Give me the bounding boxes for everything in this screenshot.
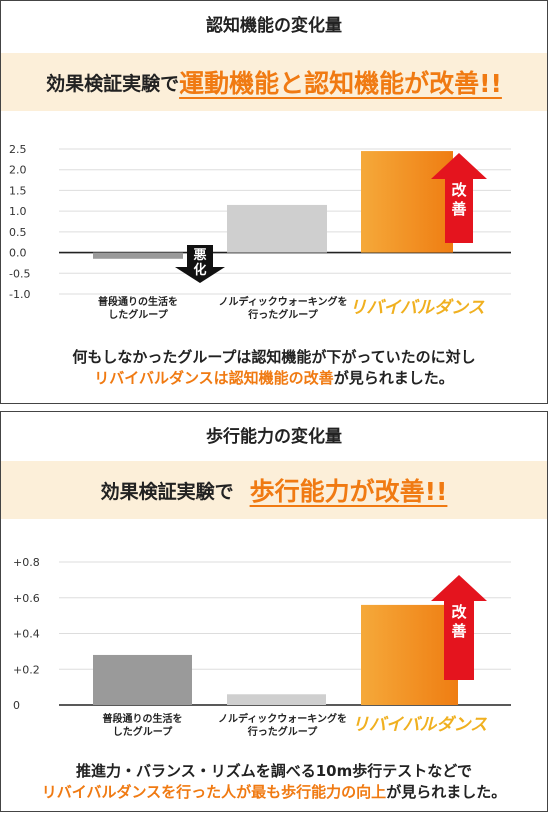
category-label: 普段通りの生活を [103, 712, 183, 725]
up-arrow-label: 改 [451, 181, 467, 199]
caption-rest: が見られました。 [386, 783, 507, 801]
panel-title: 認知機能の変化量 [206, 16, 342, 36]
bar-3 [361, 151, 453, 253]
walking-ability-panel: 歩行能力の変化量 効果検証実験で 歩行能力が改善!! +0.8 +0.6 +0.4 +… [0, 411, 548, 812]
down-arrow-label: 化 [193, 262, 206, 278]
caption-emphasis: リバイバルダンスを行った人が最も歩行能力の向上 [41, 783, 387, 801]
up-arrow-label: 善 [451, 622, 466, 640]
y-tick-label: 0.5 [9, 226, 27, 239]
bar-2 [227, 204, 327, 253]
category-label: ノルディックウォーキングを [219, 295, 348, 308]
up-arrow-label: 善 [451, 200, 466, 218]
y-tick-label: -1.0 [9, 288, 30, 301]
bar-3 [361, 604, 458, 705]
caption-line-1: 推進力・バランス・リズムを調べる10m歩行テストなどで [76, 762, 472, 780]
caption-line-1: 何もしなかったグループは認知機能が下がっていたのに対し [72, 348, 476, 366]
category-label: リバイバルダンス [349, 298, 484, 318]
headline-emphasis: 運動機能と認知機能が改善!! [179, 69, 502, 98]
headline-emphasis: 歩行能力が改善!! [249, 477, 448, 506]
category-label: 行ったグループ [247, 725, 318, 738]
up-arrow-label: 改 [451, 603, 467, 621]
cognitive-change-chart: 2.5 2.0 1.5 1.0 0.5 0.0 -0.5 -1.0 普段通りの生活をしたグループ… [9, 143, 511, 321]
up-arrow-icon [431, 575, 487, 680]
headline-band: 効果検証実験で 歩行能力が改善!! [1, 461, 547, 519]
caption-line-2: リバイバルダンスは認知機能の改善が見られました。 [1, 368, 547, 389]
chart-caption: 何もしなかったグループは認知機能が下がっていたのに対し リバイバルダンスは認知機… [1, 347, 547, 389]
down-arrow-icon [175, 245, 225, 283]
caption-rest: が見られました。 [333, 369, 454, 387]
y-tick-label: +0.2 [13, 663, 40, 676]
category-label: ノルディックウォーキングを [218, 712, 347, 725]
category-label: したグループ [113, 725, 173, 738]
caption-emphasis: リバイバルダンスは認知機能の改善 [94, 369, 334, 387]
bar-2 [227, 694, 326, 705]
y-tick-label: +0.4 [13, 628, 40, 641]
y-tick-label: -0.5 [9, 267, 30, 280]
up-arrow-icon [431, 153, 487, 243]
category-label: したグループ [108, 308, 168, 321]
bar-1 [93, 654, 192, 705]
bar-1 [93, 252, 183, 259]
y-tick-label: 2.5 [9, 143, 27, 156]
cognitive-function-panel: 認知機能の変化量 効果検証実験で 運動機能と認知機能が改善!! 2.5 2.0 1.… [0, 0, 548, 404]
headline-band: 効果検証実験で 運動機能と認知機能が改善!! [1, 53, 547, 111]
y-tick-label: 2.0 [9, 164, 27, 177]
panel-title: 歩行能力の変化量 [206, 427, 342, 447]
y-tick-label: 1.0 [9, 205, 27, 218]
y-tick-label: +0.6 [13, 592, 40, 605]
caption-line-2: リバイバルダンスを行った人が最も歩行能力の向上が見られました。 [1, 782, 547, 803]
down-arrow-label: 悪 [193, 248, 206, 263]
category-label: 行ったグループ [247, 308, 318, 321]
y-tick-label: 0.0 [9, 247, 27, 260]
y-tick-label: 0 [13, 699, 20, 712]
headline-prefix: 効果検証実験で [100, 480, 234, 503]
category-label: リバイバルダンス [352, 715, 487, 735]
category-label: 普段通りの生活を [98, 295, 178, 308]
y-tick-label: +0.8 [13, 556, 40, 569]
chart-caption: 推進力・バランス・リズムを調べる10m歩行テストなどで リバイバルダンスを行った… [1, 761, 547, 803]
headline-prefix: 効果検証実験で [46, 72, 180, 95]
y-tick-label: 1.5 [9, 184, 27, 197]
